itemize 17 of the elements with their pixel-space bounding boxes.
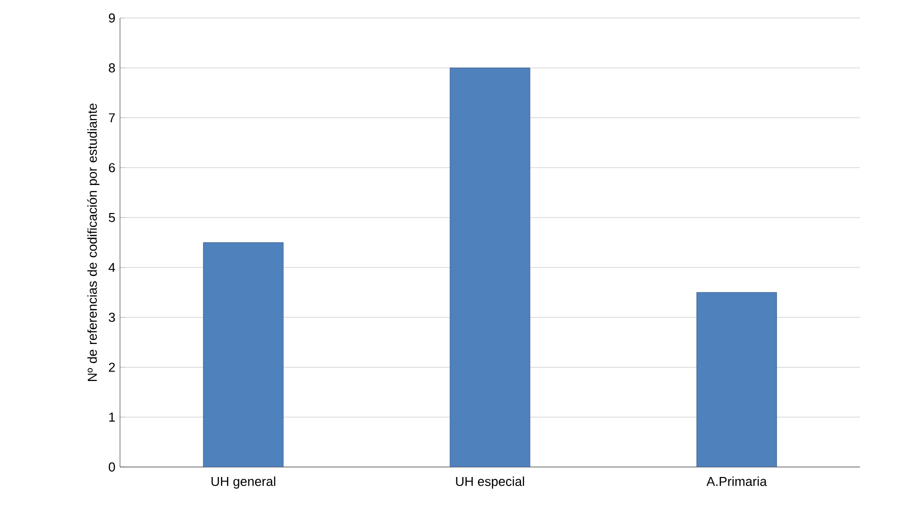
y-tick-label: 4 — [108, 262, 116, 272]
x-tick-label: UH especial — [456, 476, 524, 489]
y-tick-label: 5 — [108, 213, 115, 222]
y-tick-label: 7 — [108, 113, 115, 122]
y-tick-label: 3 — [108, 312, 115, 322]
bar — [450, 68, 530, 467]
y-tick-label: 8 — [108, 63, 115, 72]
y-tick-label: 2 — [108, 362, 115, 372]
y-axis-title: Nº de referencias de codificación por estudiante — [87, 104, 100, 381]
y-tick-label: 1 — [109, 412, 115, 422]
y-tick-label: 9 — [108, 13, 115, 23]
x-tick-label: UH general — [212, 476, 276, 489]
bar — [696, 292, 777, 467]
bar — [203, 242, 284, 467]
y-tick-label: 0 — [108, 462, 115, 472]
x-tick-label: A.Primaria — [706, 476, 767, 486]
y-tick-label: 6 — [108, 163, 115, 172]
